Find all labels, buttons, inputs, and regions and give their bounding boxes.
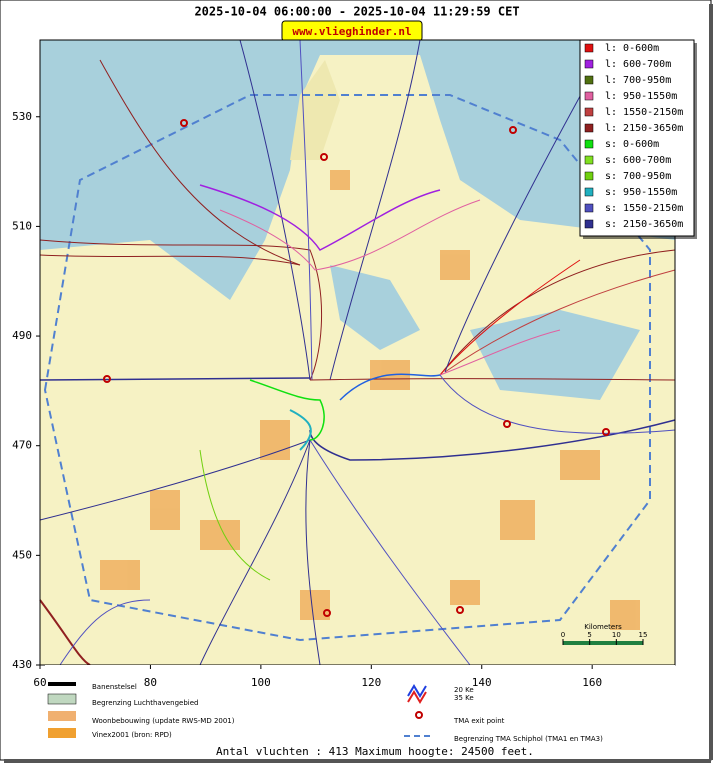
runway-swatch — [48, 682, 76, 686]
y-tick-label: 450 — [12, 548, 32, 561]
sea-north — [40, 40, 250, 200]
ke35-swatch — [407, 690, 427, 704]
y-tick-label: 490 — [12, 329, 32, 342]
tma-exit-points — [103, 119, 610, 617]
legend-swatch — [584, 107, 594, 117]
legend-swatch — [584, 187, 594, 197]
scale-label: Kilometers — [584, 623, 622, 631]
legend-label: l: 0-600m — [605, 43, 659, 54]
legend-text: Begrenzing Luchthavengebied — [92, 699, 199, 707]
legend-label: s: 700-950m — [605, 171, 671, 182]
y-tick-label: 470 — [12, 439, 32, 452]
legend: l: 0-600m l: 600-700m l: 700-950m l: 950-15… — [579, 39, 697, 239]
housing-swatch — [48, 711, 76, 721]
legend-text: 20 Ke — [454, 686, 474, 694]
legend-label: s: 950-1550m — [605, 187, 677, 198]
x-tick-label: 140 — [472, 676, 492, 689]
legend-text: TMA exit point — [453, 717, 505, 725]
legend-swatch — [584, 75, 594, 85]
footer: Antal vluchten : 413 Maximum hoogte: 245… — [216, 745, 534, 758]
title: 2025-10-04 06:00:00 - 2025-10-04 11:29:5… — [194, 5, 519, 19]
legend-box — [579, 39, 695, 237]
legend-label: s: 2150-3650m — [605, 219, 683, 230]
legend-swatch — [584, 171, 594, 181]
x-tick-label: 160 — [582, 676, 602, 689]
scale-bar-body — [563, 641, 643, 645]
scale-tick-label: 15 — [639, 631, 648, 639]
ke20-swatch — [407, 684, 427, 698]
legend-label: s: 1550-2150m — [605, 203, 683, 214]
y-tick-label: 530 — [12, 110, 32, 123]
axes: 60 80 100 120 140 160 430 450 470 490 510 530 — [12, 110, 602, 689]
legend-label: l: 950-1550m — [605, 91, 677, 102]
badge[interactable]: www.vlieghinder.nl — [292, 25, 411, 38]
legend-label: l: 700-950m — [605, 75, 671, 86]
legend-swatch — [584, 43, 594, 53]
x-tick-label: 120 — [361, 676, 381, 689]
vinex-swatch — [48, 728, 76, 738]
flight-tracks — [39, 39, 676, 666]
legend-swatch — [584, 139, 594, 149]
scale-tick-label: 10 — [612, 631, 621, 639]
legend-swatch — [584, 123, 594, 133]
legend-swatch — [584, 59, 594, 69]
legend-label: s: 0-600m — [605, 139, 659, 150]
legend-label: s: 600-700m — [605, 155, 671, 166]
scale-tick-label: 0 — [561, 631, 565, 639]
legend-text: Vinex2001 (bron: RPD) — [92, 731, 172, 739]
map-area — [39, 39, 676, 666]
legend-text: Woonbebouwing (update RWS-MD 2001) — [92, 717, 235, 725]
x-tick-label: 100 — [251, 676, 271, 689]
lake — [330, 265, 420, 350]
x-tick-label: 80 — [144, 676, 157, 689]
legend-label: l: 1550-2150m — [605, 107, 683, 118]
lake — [470, 310, 640, 400]
x-tick-label: 60 — [33, 676, 46, 689]
scale-tick-label: 5 — [587, 631, 591, 639]
scale-bar: Kilometers 0 5 10 15 — [561, 623, 648, 645]
legend-swatch — [584, 155, 594, 165]
legend-text: Banenstelsel — [92, 683, 137, 691]
y-tick-label: 510 — [12, 219, 32, 232]
bottom-legend: Banenstelsel Begrenzing Luchthavengebied… — [45, 665, 675, 745]
legend-swatch — [584, 203, 594, 213]
legend-text: 35 Ke — [454, 694, 474, 702]
tma-exit-swatch — [415, 711, 423, 719]
bottom-legend-bg — [45, 665, 675, 745]
legend-swatch — [584, 91, 594, 101]
legend-swatch — [584, 219, 594, 229]
legend-text: Begrenzing TMA Schiphol (TMA1 en TMA3) — [454, 735, 603, 743]
airport-swatch — [47, 693, 77, 705]
legend-label: l: 2150-3650m — [605, 123, 683, 134]
land — [290, 60, 340, 160]
y-tick-label: 430 — [12, 658, 32, 671]
tma-boundary — [43, 94, 651, 642]
legend-label: l: 600-700m — [605, 59, 671, 70]
